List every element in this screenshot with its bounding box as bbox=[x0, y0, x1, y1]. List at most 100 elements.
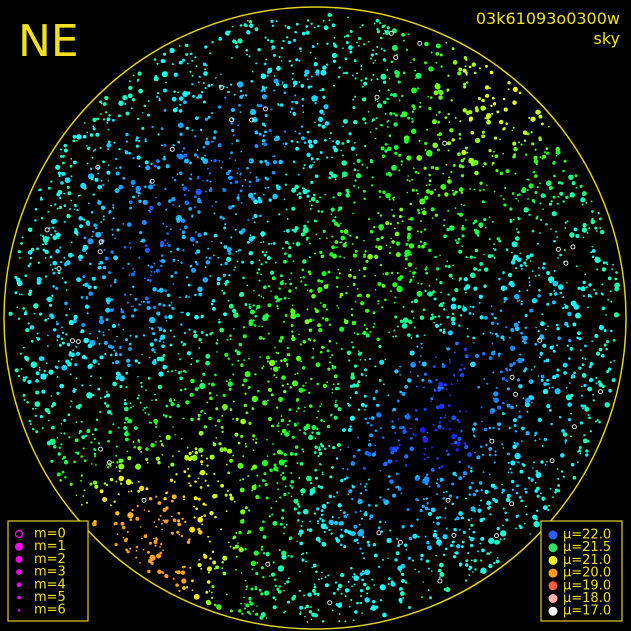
star bbox=[450, 303, 457, 310]
star bbox=[457, 71, 462, 76]
star bbox=[283, 198, 286, 201]
star bbox=[362, 189, 366, 193]
star bbox=[44, 249, 49, 255]
star bbox=[137, 71, 142, 76]
star bbox=[470, 130, 475, 135]
star bbox=[526, 410, 529, 413]
star bbox=[231, 204, 235, 208]
star bbox=[172, 577, 175, 580]
star bbox=[157, 326, 160, 329]
star bbox=[535, 162, 539, 166]
star bbox=[154, 544, 157, 547]
star bbox=[494, 499, 499, 504]
star bbox=[298, 387, 304, 393]
star bbox=[188, 457, 192, 462]
star bbox=[258, 279, 261, 282]
star bbox=[207, 535, 210, 538]
star bbox=[272, 155, 274, 158]
star bbox=[266, 220, 269, 223]
star bbox=[376, 403, 380, 407]
star bbox=[404, 454, 409, 459]
star bbox=[237, 462, 244, 469]
star bbox=[549, 280, 553, 284]
star bbox=[495, 559, 500, 564]
star bbox=[481, 548, 485, 553]
star bbox=[378, 344, 382, 349]
star bbox=[536, 186, 539, 189]
star bbox=[211, 591, 213, 594]
star bbox=[118, 184, 124, 190]
star bbox=[394, 231, 400, 237]
star bbox=[327, 574, 330, 577]
star bbox=[164, 414, 168, 418]
star bbox=[613, 312, 620, 318]
star bbox=[380, 236, 384, 240]
star bbox=[196, 176, 200, 180]
star bbox=[469, 188, 472, 190]
star bbox=[550, 422, 553, 426]
star bbox=[609, 290, 612, 293]
star bbox=[99, 355, 104, 360]
star bbox=[180, 323, 183, 326]
star bbox=[510, 251, 513, 254]
star bbox=[286, 423, 289, 426]
star bbox=[332, 59, 337, 63]
star bbox=[196, 96, 199, 100]
star bbox=[566, 220, 569, 223]
star bbox=[322, 229, 326, 233]
star bbox=[329, 13, 333, 17]
star bbox=[374, 450, 377, 454]
star bbox=[256, 605, 258, 607]
star bbox=[249, 109, 257, 116]
star bbox=[218, 159, 221, 162]
star bbox=[298, 59, 301, 62]
star bbox=[180, 261, 183, 264]
star bbox=[308, 427, 311, 430]
star bbox=[483, 267, 489, 272]
star bbox=[163, 329, 166, 333]
star bbox=[314, 102, 317, 105]
star bbox=[60, 422, 63, 425]
star bbox=[310, 22, 313, 26]
star bbox=[214, 373, 217, 377]
star bbox=[581, 227, 588, 233]
star bbox=[512, 361, 516, 365]
star bbox=[221, 560, 224, 564]
star bbox=[541, 313, 544, 316]
star bbox=[232, 373, 235, 376]
star bbox=[162, 52, 167, 56]
star bbox=[272, 193, 278, 200]
star bbox=[506, 387, 510, 391]
star bbox=[486, 500, 492, 506]
brightness-label: μ=17.0 bbox=[563, 604, 611, 619]
star bbox=[518, 299, 521, 302]
star bbox=[499, 370, 503, 374]
star bbox=[76, 277, 81, 282]
star bbox=[424, 268, 428, 271]
star bbox=[155, 525, 158, 528]
star bbox=[230, 609, 233, 613]
star bbox=[482, 165, 485, 168]
star bbox=[252, 449, 255, 452]
star bbox=[191, 454, 198, 461]
star bbox=[145, 457, 149, 462]
star bbox=[90, 375, 93, 378]
star bbox=[151, 360, 157, 366]
star bbox=[149, 554, 156, 561]
star bbox=[322, 113, 325, 116]
star bbox=[105, 318, 109, 322]
brightness-label: μ=22.0 bbox=[563, 528, 611, 543]
star bbox=[467, 452, 472, 457]
star bbox=[197, 562, 202, 568]
star bbox=[75, 139, 78, 142]
star bbox=[42, 248, 46, 252]
star bbox=[454, 190, 458, 194]
star bbox=[484, 316, 488, 320]
star bbox=[213, 212, 216, 215]
star bbox=[93, 223, 98, 228]
star bbox=[367, 452, 372, 457]
star bbox=[223, 282, 226, 285]
star bbox=[356, 294, 360, 298]
star bbox=[451, 312, 455, 316]
star bbox=[162, 222, 165, 225]
